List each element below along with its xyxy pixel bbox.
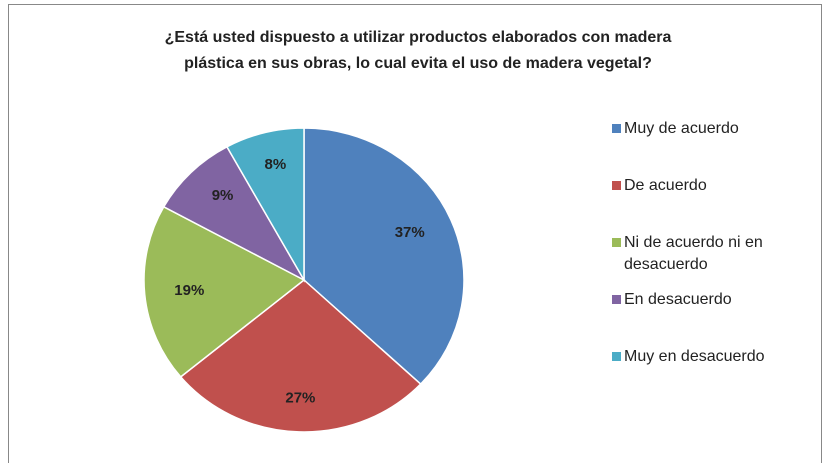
legend-swatch xyxy=(612,295,621,304)
data-label: 37% xyxy=(395,224,425,241)
legend-item: Muy de acuerdo xyxy=(612,118,822,175)
data-label: 8% xyxy=(265,156,287,173)
pie-slice xyxy=(143,205,306,378)
pie-slice xyxy=(179,279,422,433)
legend-item: Ni de acuerdo ni en desacuerdo xyxy=(612,232,822,289)
legend-label: Muy en desacuerdo xyxy=(624,348,765,365)
legend-label: En desacuerdo xyxy=(624,291,732,308)
legend-item: Muy en desacuerdo xyxy=(612,346,822,403)
data-label: 27% xyxy=(285,389,315,406)
chart-title: plástica en sus obras, lo cual evita el … xyxy=(184,55,652,72)
legend-label: De acuerdo xyxy=(624,177,707,194)
legend-swatch xyxy=(612,181,621,190)
data-label: 9% xyxy=(212,187,234,204)
legend-swatch xyxy=(612,238,621,247)
legend-item: En desacuerdo xyxy=(612,289,822,346)
data-label: 19% xyxy=(174,282,204,299)
legend-label: Muy de acuerdo xyxy=(624,120,739,137)
chart-title: ¿Está usted dispuesto a utilizar product… xyxy=(165,29,672,46)
legend-swatch xyxy=(612,352,621,361)
legend-item: De acuerdo xyxy=(612,175,822,232)
pie-slice xyxy=(225,127,305,283)
pie-slice xyxy=(303,127,465,386)
pie-slice xyxy=(162,145,306,282)
legend-swatch xyxy=(612,124,621,133)
chart-border xyxy=(8,4,822,463)
legend: Muy de acuerdo De acuerdo Ni de acuerdo ni… xyxy=(612,118,822,403)
legend-label: Ni de acuerdo ni en desacuerdo xyxy=(624,234,763,273)
